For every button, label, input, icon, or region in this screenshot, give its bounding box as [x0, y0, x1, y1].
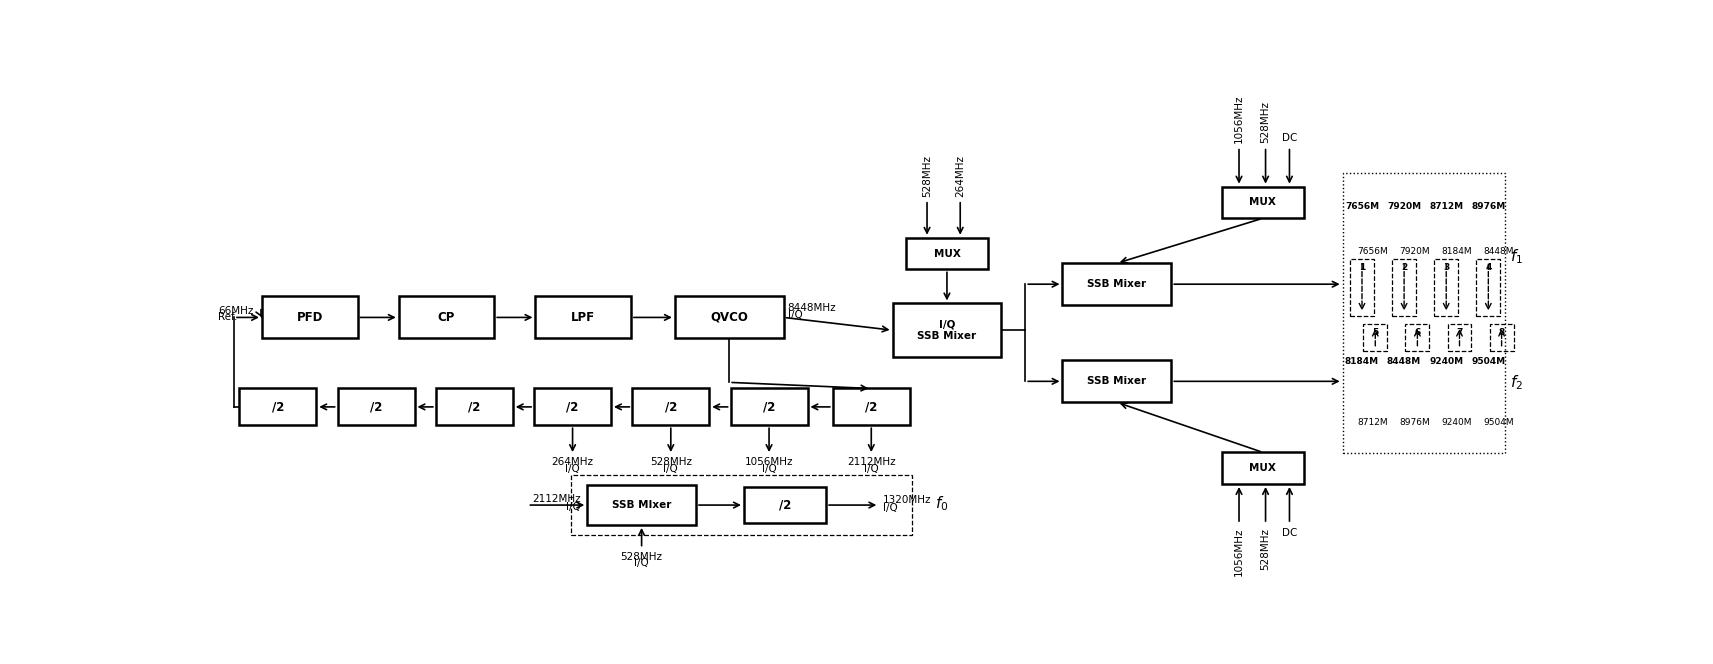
FancyBboxPatch shape — [892, 303, 1002, 357]
FancyBboxPatch shape — [588, 485, 695, 525]
Text: 7656M: 7656M — [1345, 202, 1379, 211]
FancyBboxPatch shape — [534, 388, 612, 426]
Text: 264MHz: 264MHz — [552, 457, 594, 467]
Text: 264MHz: 264MHz — [956, 155, 964, 197]
Text: 1: 1 — [1358, 263, 1365, 272]
Text: SSB Mixer: SSB Mixer — [1088, 376, 1146, 386]
FancyBboxPatch shape — [730, 388, 807, 426]
Text: /2: /2 — [779, 499, 791, 511]
FancyBboxPatch shape — [833, 388, 910, 426]
FancyBboxPatch shape — [1062, 361, 1172, 402]
Text: Ref.: Ref. — [218, 313, 238, 323]
Text: 1056MHz: 1056MHz — [1233, 94, 1244, 143]
Text: I/Q: I/Q — [565, 464, 581, 474]
FancyBboxPatch shape — [632, 388, 709, 426]
FancyBboxPatch shape — [1221, 187, 1304, 218]
Text: 2: 2 — [1401, 263, 1408, 272]
Text: I/Q: I/Q — [663, 464, 678, 474]
Text: 7: 7 — [1456, 327, 1463, 337]
Text: 9504M: 9504M — [1483, 418, 1514, 427]
Text: 528MHz: 528MHz — [922, 155, 932, 197]
Text: 528MHz: 528MHz — [620, 552, 663, 562]
Text: 528MHz: 528MHz — [649, 457, 692, 467]
FancyBboxPatch shape — [675, 296, 783, 339]
FancyBboxPatch shape — [240, 388, 317, 426]
FancyBboxPatch shape — [536, 296, 630, 339]
Text: 1056MHz: 1056MHz — [745, 457, 793, 467]
Text: $f_0$: $f_0$ — [935, 495, 949, 513]
Text: /2: /2 — [762, 400, 776, 414]
FancyBboxPatch shape — [262, 296, 358, 339]
Text: MUX: MUX — [1249, 463, 1276, 473]
Text: 528MHz: 528MHz — [1261, 528, 1271, 570]
Text: I/Q: I/Q — [863, 464, 879, 474]
Text: 9240M: 9240M — [1429, 357, 1463, 366]
Text: LPF: LPF — [570, 311, 594, 324]
Text: 5: 5 — [1372, 327, 1379, 337]
Text: 7920M: 7920M — [1400, 247, 1430, 256]
Text: 1320MHz: 1320MHz — [884, 495, 932, 505]
FancyBboxPatch shape — [1062, 263, 1172, 305]
Text: CP: CP — [439, 311, 456, 324]
Text: QVCO: QVCO — [711, 311, 749, 324]
Text: I/Q: I/Q — [565, 501, 581, 511]
Text: 9240M: 9240M — [1442, 418, 1471, 427]
Text: 7656M: 7656M — [1357, 247, 1388, 256]
Text: MUX: MUX — [934, 248, 961, 258]
Text: I/Q: I/Q — [788, 310, 802, 320]
Text: PFD: PFD — [296, 311, 322, 324]
Text: DC: DC — [1281, 528, 1297, 538]
Text: 8: 8 — [1499, 327, 1504, 337]
Text: 8448M: 8448M — [1483, 247, 1514, 256]
Text: /2: /2 — [468, 400, 481, 414]
Text: I/Q: I/Q — [634, 558, 649, 568]
Text: I/Q
SSB Mixer: I/Q SSB Mixer — [918, 319, 976, 341]
Text: 8184M: 8184M — [1345, 357, 1379, 366]
Text: 528MHz: 528MHz — [1261, 101, 1271, 143]
Text: 7920M: 7920M — [1388, 202, 1422, 211]
Text: SSB MIxer: SSB MIxer — [612, 500, 671, 510]
Text: 66MHz: 66MHz — [218, 306, 254, 316]
Text: SSB Mixer: SSB Mixer — [1088, 279, 1146, 290]
Text: 6: 6 — [1415, 327, 1420, 337]
Text: 8184M: 8184M — [1442, 247, 1471, 256]
Text: DC: DC — [1281, 133, 1297, 143]
Text: 4: 4 — [1485, 263, 1492, 272]
Text: $f_1$: $f_1$ — [1509, 248, 1523, 266]
Text: 1056MHz: 1056MHz — [1233, 528, 1244, 576]
Text: 8448M: 8448M — [1388, 357, 1422, 366]
Text: /2: /2 — [370, 400, 382, 414]
FancyBboxPatch shape — [435, 388, 512, 426]
Text: 3: 3 — [1442, 263, 1449, 272]
Text: I/Q: I/Q — [884, 503, 898, 513]
FancyBboxPatch shape — [743, 487, 826, 523]
Text: MUX: MUX — [1249, 197, 1276, 207]
FancyBboxPatch shape — [337, 388, 415, 426]
Text: 9504M: 9504M — [1471, 357, 1506, 366]
FancyBboxPatch shape — [906, 238, 988, 270]
FancyBboxPatch shape — [1221, 452, 1304, 484]
Text: 8712M: 8712M — [1429, 202, 1463, 211]
Text: 2112MHz: 2112MHz — [533, 494, 581, 504]
Text: 8712M: 8712M — [1357, 418, 1388, 427]
Text: I/Q: I/Q — [762, 464, 776, 474]
Text: 2112MHz: 2112MHz — [846, 457, 896, 467]
Text: /2: /2 — [865, 400, 877, 414]
Text: 8976M: 8976M — [1471, 202, 1506, 211]
FancyBboxPatch shape — [399, 296, 495, 339]
Text: /2: /2 — [567, 400, 579, 414]
Text: 8976M: 8976M — [1400, 418, 1430, 427]
Text: $f_2$: $f_2$ — [1509, 374, 1523, 392]
Text: /2: /2 — [272, 400, 284, 414]
Text: 8448MHz: 8448MHz — [788, 303, 836, 313]
Text: /2: /2 — [665, 400, 677, 414]
